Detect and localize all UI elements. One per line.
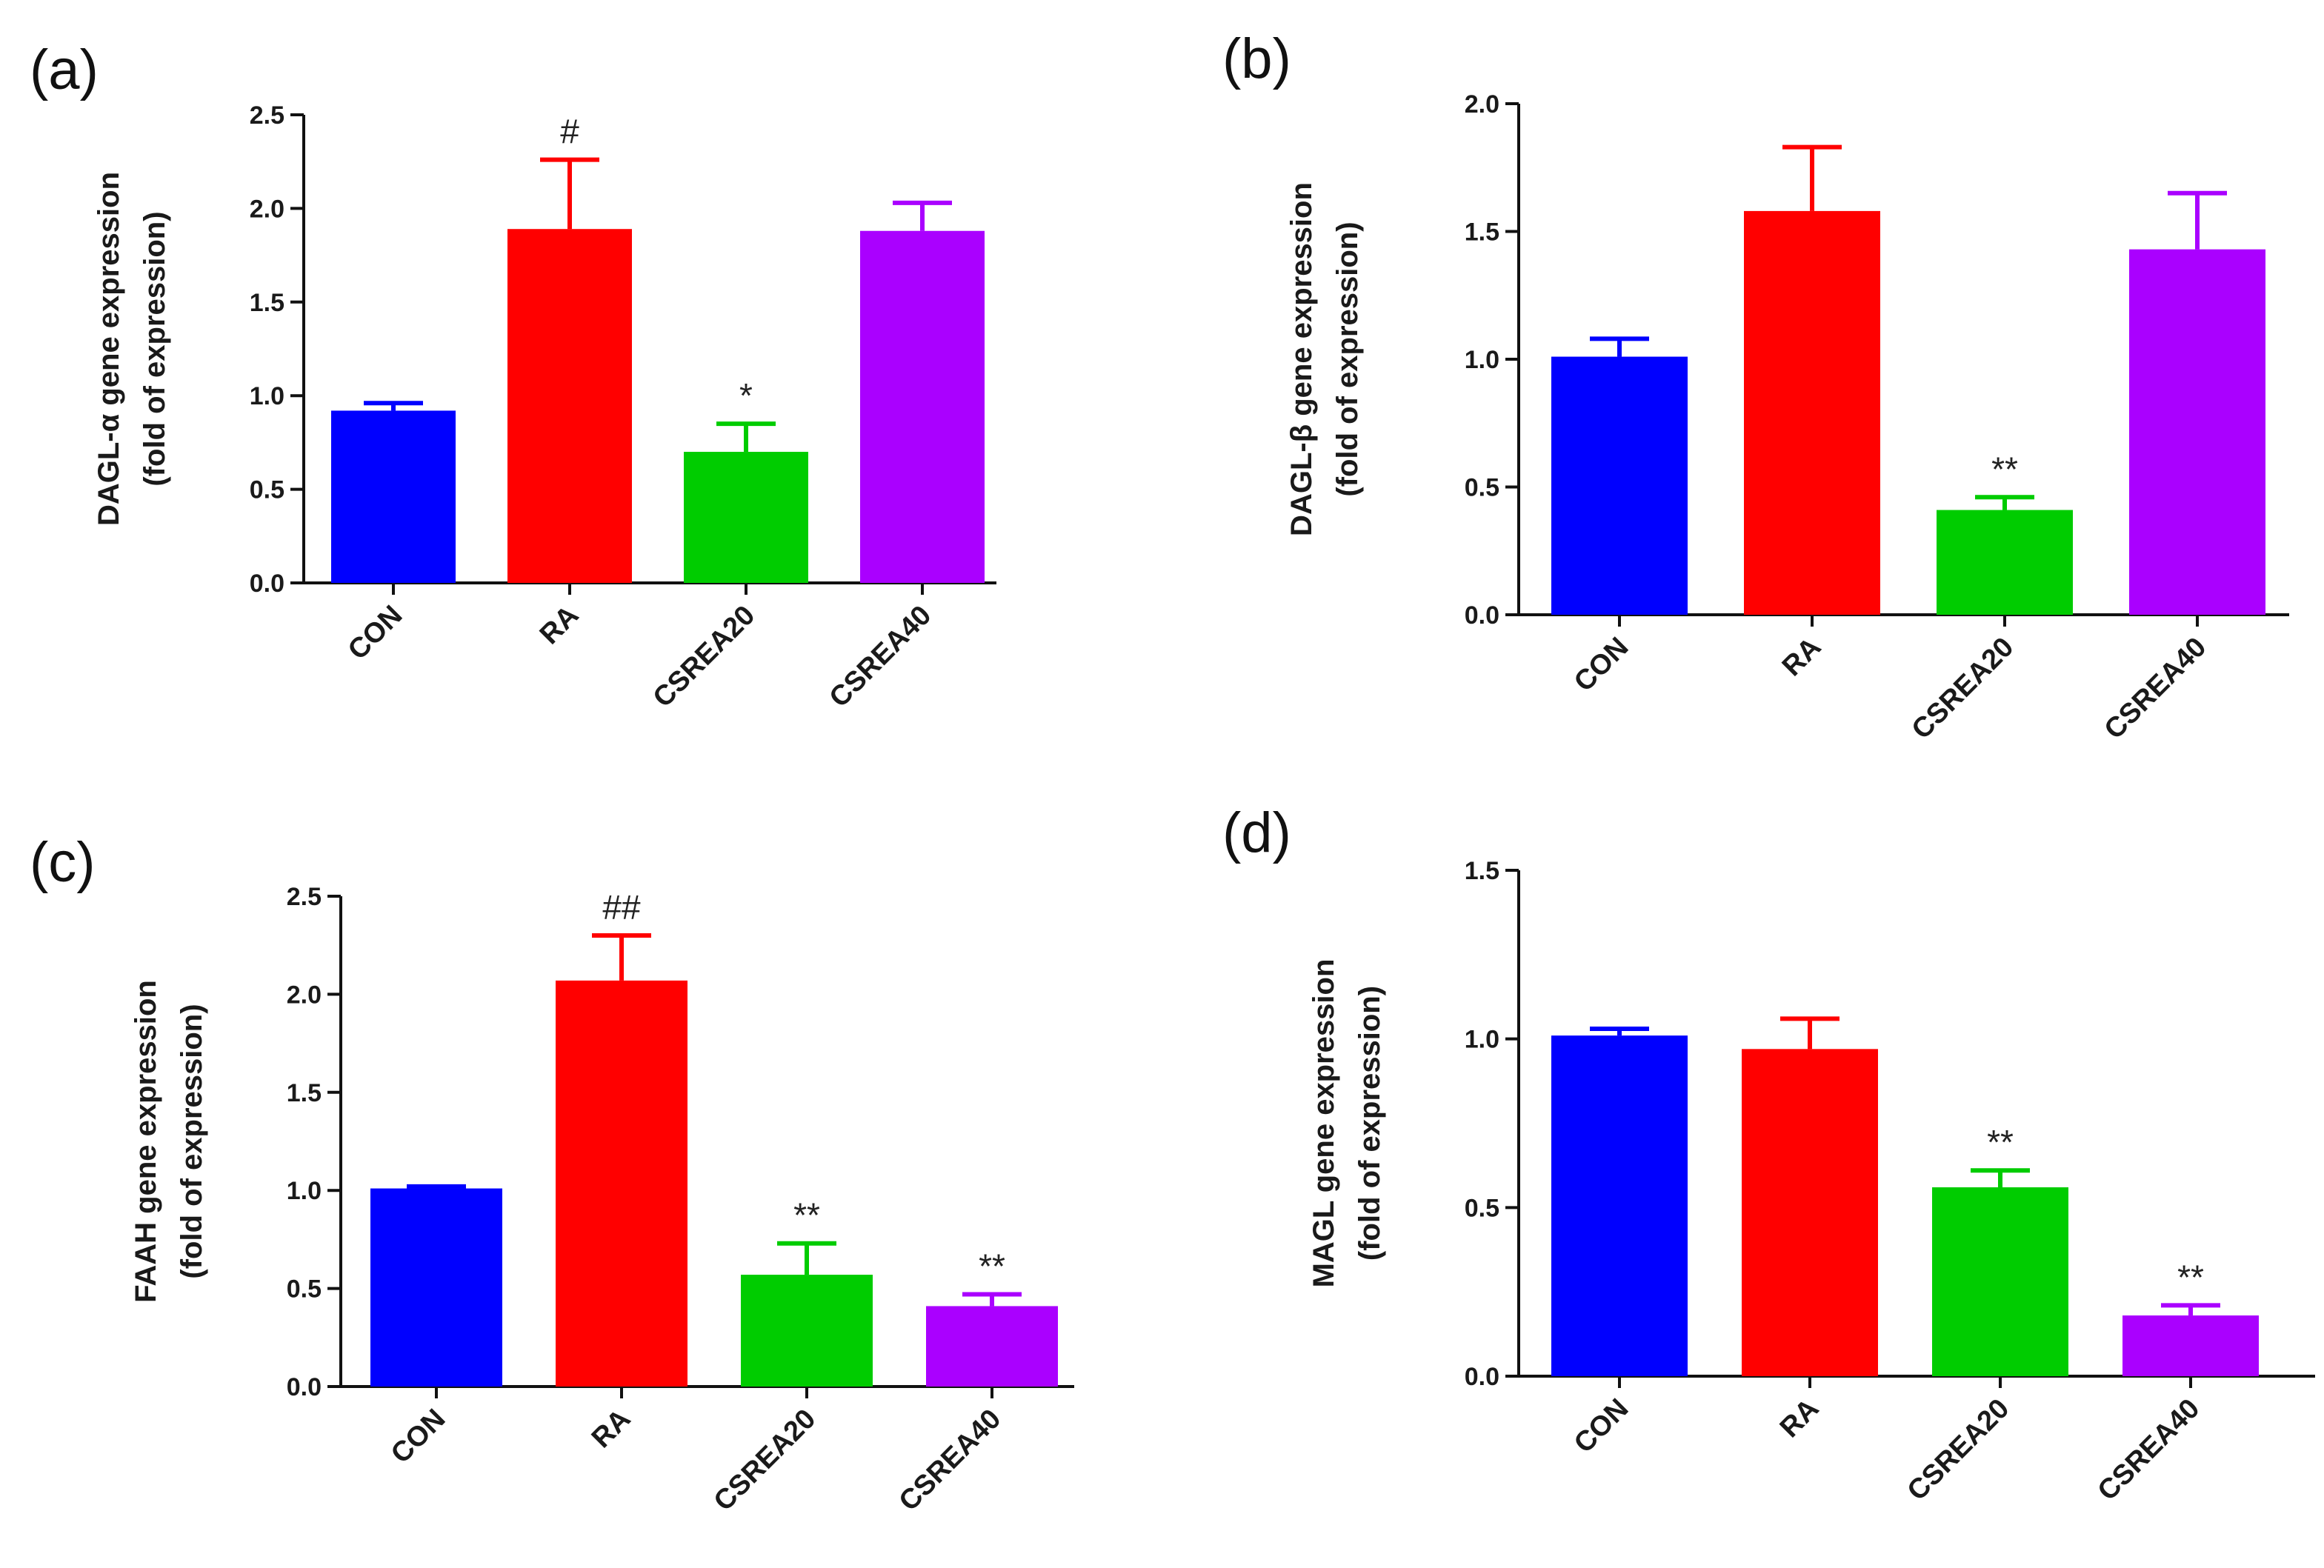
chart-panel-d: (d) 0.0 0.5 1.0 1.5 MAGL gene expression (fold… <box>1222 801 2315 1507</box>
bar-csrea20 <box>684 452 808 583</box>
x-category-label: CSREA40 <box>893 1404 1008 1518</box>
bar-csrea20 <box>1937 510 2073 615</box>
y-tick-label: 2.0 <box>1465 90 1499 119</box>
panel-label: (b) <box>1222 27 1291 90</box>
chart-panel-a: (a) 0.0 0.5 1.0 1.5 2.0 2.5 DAGL-α gene express… <box>30 39 996 713</box>
bar-con <box>370 1188 502 1387</box>
y-tick-label: 1.0 <box>287 1177 322 1205</box>
x-category-label: RA <box>534 600 585 651</box>
x-category-label: CSREA20 <box>1902 1393 2016 1507</box>
significance-label: ** <box>1991 450 2018 488</box>
significance-label: ** <box>1987 1123 2014 1161</box>
y-tick-label: 2.5 <box>250 101 284 130</box>
x-category-label: CSREA40 <box>2099 632 2213 746</box>
y-axis-title-line2: (fold of expression) <box>1331 221 1364 496</box>
y-tick-label: 0.0 <box>250 570 284 598</box>
x-category-label: CON <box>1568 632 1634 698</box>
panel-label: (a) <box>30 39 99 101</box>
x-category-label: CSREA40 <box>824 600 938 714</box>
y-tick-label: 1.0 <box>1465 346 1499 374</box>
significance-label: * <box>739 376 753 415</box>
bar-con <box>1551 356 1688 615</box>
x-category-label: CON <box>385 1404 451 1469</box>
y-tick-label: 1.5 <box>250 289 284 317</box>
chart-panel-b: (b) 0.0 0.5 1.0 1.5 2.0 DAGL-β gene expression… <box>1222 27 2289 745</box>
bar-csrea40 <box>2129 249 2265 615</box>
significance-label: ** <box>793 1196 820 1235</box>
y-tick-label: 0.0 <box>1465 601 1499 630</box>
bar-con <box>331 410 456 583</box>
y-axis-title-line1: DAGL-β gene expression <box>1285 182 1318 536</box>
y-tick-label: 2.0 <box>287 981 322 1009</box>
bar-csrea20 <box>741 1275 873 1387</box>
y-axis-title-line2: (fold of expression) <box>1354 986 1386 1261</box>
y-tick-label: 1.0 <box>1465 1026 1499 1054</box>
significance-label: ** <box>979 1247 1005 1286</box>
y-tick-label: 1.5 <box>287 1079 322 1107</box>
y-tick-label: 0.0 <box>1465 1363 1499 1391</box>
x-category-label: CSREA20 <box>647 600 762 714</box>
chart-panel-c: (c) 0.0 0.5 1.0 1.5 2.0 2.5 FAAH gene expressio… <box>30 831 1074 1517</box>
x-category-label: CSREA20 <box>708 1404 822 1518</box>
bar-csrea40 <box>2122 1315 2259 1376</box>
y-tick-label: 0.0 <box>287 1373 322 1401</box>
significance-label: ## <box>602 888 641 927</box>
y-tick-label: 2.5 <box>287 883 322 911</box>
x-category-label: RA <box>1774 1393 1825 1444</box>
x-category-label: CSREA40 <box>2092 1393 2206 1507</box>
panel-label: (c) <box>30 831 96 894</box>
y-axis-title-line2: (fold of expression) <box>139 211 171 486</box>
bar-csrea20 <box>1932 1187 2068 1376</box>
bar-ra <box>556 980 687 1387</box>
y-axis-title-line1: MAGL gene expression <box>1308 959 1340 1288</box>
y-tick-label: 0.5 <box>250 476 284 504</box>
bar-ra <box>1742 1049 1878 1376</box>
y-tick-label: 0.5 <box>1465 474 1499 502</box>
significance-label: # <box>560 113 579 151</box>
y-axis-title-line1: DAGL-α gene expression <box>93 172 125 526</box>
y-axis-title-line1: FAAH gene expression <box>130 980 162 1303</box>
bar-con <box>1551 1035 1688 1376</box>
x-category-label: CON <box>342 600 408 666</box>
bar-ra <box>507 229 632 583</box>
x-category-label: CON <box>1568 1393 1634 1459</box>
x-category-label: RA <box>1777 632 1828 683</box>
y-tick-label: 1.5 <box>1465 218 1499 247</box>
bar-csrea40 <box>860 230 985 583</box>
y-tick-label: 0.5 <box>287 1275 322 1304</box>
panel-label: (d) <box>1222 801 1291 864</box>
y-axis-title-line2: (fold of expression) <box>176 1004 208 1278</box>
bar-ra <box>1744 210 1880 615</box>
y-tick-label: 2.0 <box>250 195 284 223</box>
x-category-label: CSREA20 <box>1906 632 2020 746</box>
x-category-label: RA <box>586 1404 637 1455</box>
significance-label: ** <box>2177 1258 2204 1296</box>
y-tick-label: 1.5 <box>1465 857 1499 885</box>
y-tick-label: 0.5 <box>1465 1194 1499 1222</box>
bar-csrea40 <box>926 1306 1058 1387</box>
y-tick-label: 1.0 <box>250 382 284 410</box>
